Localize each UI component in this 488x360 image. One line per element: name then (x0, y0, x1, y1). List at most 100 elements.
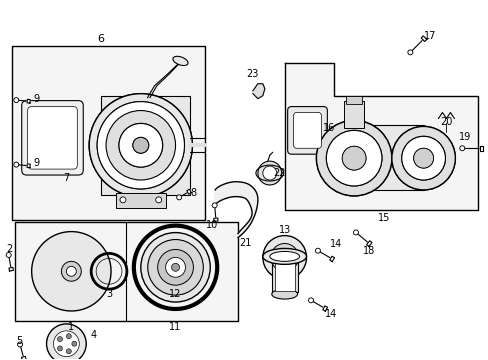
Polygon shape (9, 267, 13, 271)
FancyBboxPatch shape (28, 107, 77, 169)
Circle shape (61, 261, 81, 281)
Text: 6: 6 (98, 34, 104, 44)
Circle shape (119, 123, 163, 167)
Circle shape (97, 102, 184, 189)
Text: 9: 9 (34, 94, 40, 104)
Circle shape (66, 349, 71, 354)
Circle shape (342, 146, 366, 170)
Polygon shape (284, 63, 477, 210)
Polygon shape (21, 356, 26, 360)
Circle shape (353, 230, 358, 235)
Circle shape (171, 264, 179, 271)
Circle shape (133, 137, 148, 153)
Text: 9: 9 (34, 158, 40, 168)
Text: 7: 7 (63, 173, 69, 183)
Circle shape (413, 148, 433, 168)
Circle shape (120, 197, 126, 203)
Text: 21: 21 (238, 238, 251, 248)
Circle shape (325, 130, 381, 186)
Circle shape (401, 136, 445, 180)
Ellipse shape (269, 251, 299, 261)
Ellipse shape (173, 56, 188, 66)
Circle shape (325, 130, 381, 186)
Bar (116, 193, 165, 208)
Polygon shape (27, 99, 30, 103)
Text: 23: 23 (246, 69, 259, 79)
Circle shape (58, 346, 62, 351)
Circle shape (263, 166, 276, 180)
Text: 15: 15 (377, 213, 389, 223)
Text: 16: 16 (323, 123, 335, 134)
Circle shape (106, 111, 175, 180)
Bar (353, 125, 423, 190)
Circle shape (66, 334, 71, 339)
Text: 14: 14 (329, 239, 342, 249)
FancyBboxPatch shape (21, 100, 83, 175)
Circle shape (133, 137, 148, 153)
Text: 17: 17 (424, 31, 436, 41)
Circle shape (315, 248, 320, 253)
Circle shape (391, 126, 454, 190)
Circle shape (155, 197, 162, 203)
Circle shape (97, 102, 184, 189)
Circle shape (32, 231, 111, 311)
FancyBboxPatch shape (287, 107, 326, 154)
Text: 18: 18 (362, 247, 374, 256)
Polygon shape (215, 182, 257, 238)
Ellipse shape (263, 248, 306, 264)
Text: 5: 5 (17, 336, 23, 346)
Polygon shape (186, 189, 191, 194)
Circle shape (212, 203, 217, 208)
Text: 13: 13 (278, 225, 290, 235)
Circle shape (18, 342, 22, 347)
Polygon shape (215, 182, 257, 238)
Circle shape (6, 252, 11, 257)
Circle shape (176, 195, 181, 200)
Bar (15, 222, 238, 321)
Polygon shape (420, 36, 426, 41)
Bar (274, 260, 294, 291)
Circle shape (263, 235, 306, 279)
Circle shape (308, 298, 313, 303)
Circle shape (270, 243, 298, 271)
Circle shape (316, 121, 391, 196)
Circle shape (391, 126, 454, 190)
Text: 4: 4 (90, 330, 96, 340)
Text: 20: 20 (439, 117, 452, 127)
Circle shape (257, 161, 281, 185)
Polygon shape (213, 218, 218, 221)
Circle shape (413, 148, 433, 168)
Polygon shape (252, 84, 264, 99)
FancyBboxPatch shape (293, 113, 321, 148)
Bar (346, 96, 361, 104)
Bar (12, 46, 205, 220)
Polygon shape (27, 164, 30, 168)
Text: 10: 10 (206, 220, 218, 230)
Circle shape (58, 337, 62, 342)
Bar (271, 257, 297, 292)
Circle shape (157, 249, 193, 285)
Circle shape (46, 324, 86, 360)
Circle shape (401, 136, 445, 180)
Circle shape (407, 50, 412, 55)
Circle shape (106, 111, 175, 180)
Bar (344, 100, 364, 129)
Circle shape (119, 123, 163, 167)
Text: 19: 19 (458, 132, 470, 142)
Circle shape (66, 266, 76, 276)
Ellipse shape (271, 289, 297, 299)
Circle shape (342, 146, 366, 170)
Circle shape (147, 239, 203, 295)
Circle shape (141, 233, 210, 302)
Circle shape (89, 94, 192, 197)
Text: 1: 1 (68, 322, 74, 332)
Text: 11: 11 (169, 322, 181, 332)
Bar (101, 96, 190, 195)
Polygon shape (329, 256, 334, 262)
Circle shape (72, 341, 77, 346)
Circle shape (89, 94, 192, 197)
Polygon shape (479, 146, 482, 151)
Circle shape (53, 331, 79, 357)
Circle shape (165, 257, 185, 277)
Circle shape (14, 98, 19, 103)
